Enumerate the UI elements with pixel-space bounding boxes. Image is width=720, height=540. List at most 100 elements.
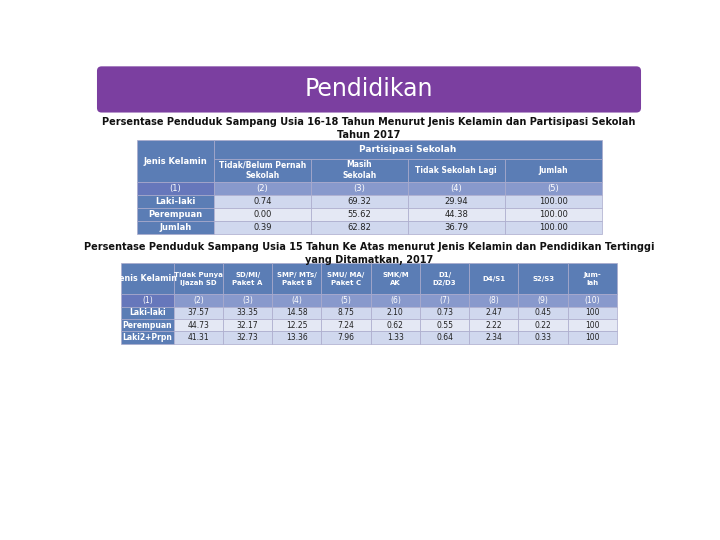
Bar — [311, 182, 408, 195]
Text: (4): (4) — [292, 296, 302, 305]
Bar — [505, 159, 601, 182]
Bar — [321, 331, 371, 343]
Bar — [137, 195, 214, 208]
Text: 7.24: 7.24 — [338, 321, 354, 329]
Text: Pendidikan: Pendidikan — [305, 77, 433, 102]
Bar — [223, 331, 272, 343]
Bar — [223, 294, 272, 307]
Bar — [223, 264, 272, 294]
Bar — [272, 294, 321, 307]
Bar — [214, 140, 601, 159]
Bar — [137, 182, 214, 195]
Bar — [420, 307, 469, 319]
Bar — [469, 319, 518, 331]
Text: Tidak Punya
Ijazah SD: Tidak Punya Ijazah SD — [174, 272, 222, 286]
Text: 13.36: 13.36 — [286, 333, 307, 342]
Text: Jumlah: Jumlah — [539, 166, 568, 175]
Text: SMK/M
AK: SMK/M AK — [382, 272, 409, 286]
Text: 100: 100 — [585, 333, 600, 342]
Text: (7): (7) — [439, 296, 450, 305]
Bar — [505, 182, 601, 195]
Text: 0.33: 0.33 — [535, 333, 552, 342]
Text: 0.73: 0.73 — [436, 308, 453, 317]
Bar — [568, 319, 617, 331]
Text: Laki2+Prpn: Laki2+Prpn — [122, 333, 172, 342]
Text: Jenis Kelamin: Jenis Kelamin — [117, 274, 178, 284]
Text: 0.45: 0.45 — [535, 308, 552, 317]
Text: 29.94: 29.94 — [444, 197, 468, 206]
Text: 0.62: 0.62 — [387, 321, 404, 329]
Text: 37.57: 37.57 — [187, 308, 210, 317]
Bar — [223, 307, 272, 319]
Bar — [408, 182, 505, 195]
Bar — [518, 331, 568, 343]
Text: D4/S1: D4/S1 — [482, 276, 505, 282]
Text: 33.35: 33.35 — [237, 308, 258, 317]
Bar — [469, 331, 518, 343]
Bar — [272, 264, 321, 294]
Text: Persentase Penduduk Sampang Usia 16-18 Tahun Menurut Jenis Kelamin dan Partisipa: Persentase Penduduk Sampang Usia 16-18 T… — [102, 117, 636, 140]
Text: 2.22: 2.22 — [485, 321, 502, 329]
Bar — [408, 208, 505, 221]
Text: SMU/ MA/
Paket C: SMU/ MA/ Paket C — [328, 272, 365, 286]
Bar — [505, 195, 601, 208]
Bar — [518, 264, 568, 294]
Bar — [272, 319, 321, 331]
Bar — [137, 140, 214, 182]
Bar — [311, 208, 408, 221]
Bar — [321, 307, 371, 319]
Bar — [121, 264, 174, 294]
Text: 100: 100 — [585, 308, 600, 317]
Text: (5): (5) — [547, 184, 559, 193]
Text: 0.39: 0.39 — [253, 223, 271, 232]
Bar — [568, 331, 617, 343]
Bar — [174, 307, 223, 319]
Text: Perempuan: Perempuan — [148, 210, 202, 219]
Text: (1): (1) — [142, 296, 153, 305]
Bar — [121, 319, 174, 331]
Bar — [174, 319, 223, 331]
Text: 100.00: 100.00 — [539, 197, 567, 206]
Text: 1.33: 1.33 — [387, 333, 404, 342]
Bar — [121, 331, 174, 343]
Text: (3): (3) — [354, 184, 365, 193]
Bar — [408, 159, 505, 182]
Bar — [371, 294, 420, 307]
Bar — [420, 319, 469, 331]
Text: 32.17: 32.17 — [237, 321, 258, 329]
Bar — [420, 264, 469, 294]
Text: 0.00: 0.00 — [253, 210, 271, 219]
Bar — [311, 159, 408, 182]
Text: Persentase Penduduk Sampang Usia 15 Tahun Ke Atas menurut Jenis Kelamin dan Pend: Persentase Penduduk Sampang Usia 15 Tahu… — [84, 242, 654, 265]
Bar — [568, 307, 617, 319]
Bar — [321, 294, 371, 307]
Bar — [214, 195, 311, 208]
Text: Masih
Sekolah: Masih Sekolah — [342, 160, 377, 180]
Text: Laki-laki: Laki-laki — [155, 197, 195, 206]
Bar — [469, 294, 518, 307]
Text: Jum-
lah: Jum- lah — [583, 272, 601, 286]
Text: Tidak/Belum Pernah
Sekolah: Tidak/Belum Pernah Sekolah — [219, 160, 306, 180]
Text: (3): (3) — [242, 296, 253, 305]
Text: Jenis Kelamin: Jenis Kelamin — [143, 157, 207, 166]
Bar — [223, 319, 272, 331]
Text: S2/S3: S2/S3 — [532, 276, 554, 282]
Bar — [518, 294, 568, 307]
Bar — [174, 331, 223, 343]
Text: 44.73: 44.73 — [187, 321, 210, 329]
Bar — [505, 208, 601, 221]
Bar — [371, 319, 420, 331]
Text: 32.73: 32.73 — [237, 333, 258, 342]
Text: 7.96: 7.96 — [338, 333, 354, 342]
Text: Perempuan: Perempuan — [122, 321, 172, 329]
Text: 8.75: 8.75 — [338, 308, 354, 317]
Bar — [420, 294, 469, 307]
Text: (1): (1) — [169, 184, 181, 193]
Bar — [371, 307, 420, 319]
Text: 2.10: 2.10 — [387, 308, 404, 317]
Text: (5): (5) — [341, 296, 351, 305]
Bar — [469, 307, 518, 319]
Bar — [408, 195, 505, 208]
Bar — [311, 195, 408, 208]
Text: 0.74: 0.74 — [253, 197, 271, 206]
